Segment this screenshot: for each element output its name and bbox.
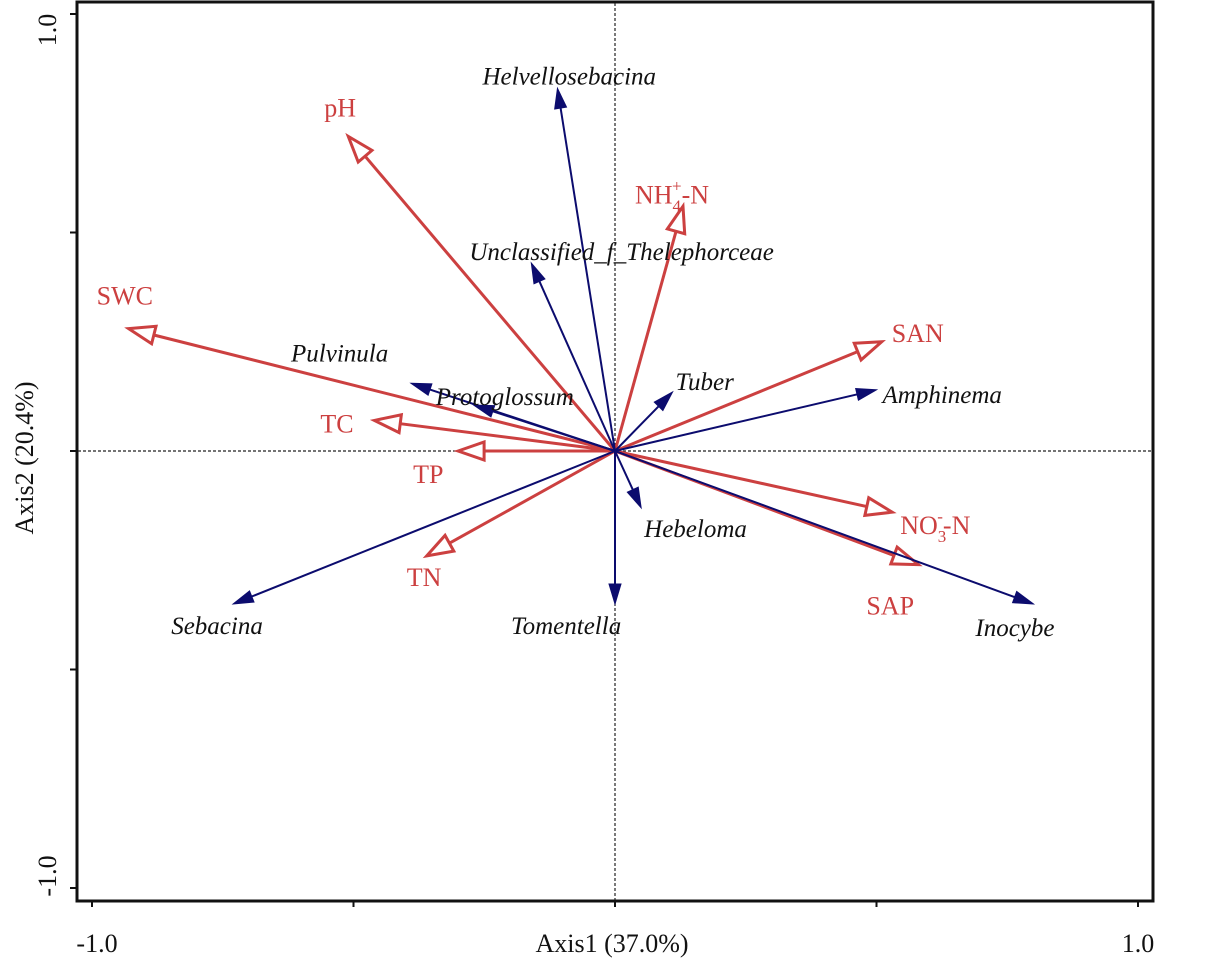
y-tick-label-max: 1.0 <box>33 14 62 47</box>
env-san-arrow-head <box>852 340 886 363</box>
environment-vectors <box>124 132 923 567</box>
species-helvellosebacina-arrow-head <box>554 86 568 110</box>
env-tp-arrow-head <box>453 439 486 463</box>
x-axis-title: Axis1 (37.0%) <box>535 929 688 958</box>
env-label-tp: TP <box>413 460 443 489</box>
env-tc-arrow-head <box>369 412 404 435</box>
species-label-sebacina: Sebacina <box>171 613 263 640</box>
species-protoglossum-arrow-head <box>472 404 496 418</box>
env-nh4-n-arrow-head <box>664 201 687 236</box>
env-nh4-n-arrow-shaft <box>613 230 678 452</box>
env-ph-arrow-shaft <box>363 155 617 452</box>
x-tick-label-max: 1.0 <box>1122 929 1155 958</box>
env-swc-arrow-head <box>124 324 158 347</box>
species-label-hebeloma: Hebeloma <box>643 516 747 543</box>
env-ph-arrow <box>345 132 617 452</box>
env-swc-arrow-shaft <box>153 333 616 453</box>
species-inocybe-arrow <box>614 450 1036 605</box>
species-label-protoglossum: Protoglossum <box>435 384 574 411</box>
species-unclassified-f-thelephorceae-arrow-head <box>530 261 546 285</box>
species-tomentella-arrow-head <box>608 583 622 606</box>
env-label-no3-n: NO3--N <box>900 507 970 546</box>
env-san-arrow-shaft <box>614 350 859 453</box>
species-helvellosebacina-arrow-shaft <box>559 105 616 452</box>
species-tuber-arrow-shaft <box>614 404 661 452</box>
species-hebeloma-arrow-shaft <box>614 450 635 492</box>
species-unclassified-f-thelephorceae-arrow <box>530 261 616 452</box>
species-hebeloma-arrow <box>614 450 642 510</box>
species-label-pulvinula: Pulvinula <box>290 340 388 367</box>
env-label-sap: SAP <box>866 592 914 621</box>
species-unclassified-f-thelephorceae-arrow-shaft <box>537 279 616 452</box>
env-swc-arrow <box>124 324 616 453</box>
env-label-san: SAN <box>892 319 944 348</box>
env-tc-arrow-shaft <box>400 422 616 453</box>
env-tn-arrow-shaft <box>448 449 616 545</box>
species-pulvinula-arrow-head <box>409 382 433 397</box>
env-san-arrow <box>614 340 886 453</box>
env-label-ph: pH <box>324 93 356 122</box>
species-label-tuber: Tuber <box>676 369 735 396</box>
env-label-swc: SWC <box>97 282 153 311</box>
species-hebeloma-arrow-head <box>626 486 642 510</box>
y-axis-ticks <box>70 13 77 889</box>
env-tp-arrow <box>453 439 615 463</box>
env-nh4-n-arrow <box>613 201 687 452</box>
species-inocybe-arrow-shaft <box>614 450 1017 599</box>
x-tick-label-min: -1.0 <box>76 929 117 958</box>
env-label-tn: TN <box>407 563 442 592</box>
species-sebacina-arrow <box>231 450 616 605</box>
env-label-tc: TC <box>320 409 353 438</box>
species-amphinema-arrow-shaft <box>614 392 860 452</box>
env-no3-n-arrow <box>614 449 897 518</box>
species-label-amphinema: Amphinema <box>881 382 1002 409</box>
x-axis-ticks <box>91 901 1139 907</box>
species-sebacina-arrow-shaft <box>249 450 616 599</box>
species-vectors <box>231 86 1036 606</box>
species-sebacina-arrow-head <box>231 590 255 605</box>
species-inocybe-arrow-head <box>1011 590 1036 605</box>
species-protoglossum-arrow <box>472 404 616 452</box>
env-label-nh4-n: NH4+-N <box>635 176 709 215</box>
y-axis-title: Axis2 (20.4%) <box>10 381 39 534</box>
species-label-helvellosebacina: Helvellosebacina <box>481 63 656 90</box>
env-no3-n-arrow-shaft <box>614 449 868 509</box>
species-tuber-arrow-head <box>653 390 674 412</box>
env-ph-arrow-head <box>345 132 375 165</box>
species-amphinema-arrow-head <box>855 387 879 401</box>
env-tn-arrow <box>422 449 616 559</box>
species-label-tomentella: Tomentella <box>511 613 621 640</box>
species-helvellosebacina-arrow <box>554 86 616 452</box>
species-label-unclassified-f-thelephorceae: Unclassified_f_Thelephorceae <box>469 239 774 266</box>
env-tn-arrow-head <box>422 532 457 559</box>
species-amphinema-arrow <box>614 387 879 452</box>
vector-labels: SWC pH NH4+-N SAN TC TP TN NO3--N SAP Helvelloseb… <box>97 63 1055 642</box>
species-tuber-arrow <box>614 390 674 452</box>
species-protoglossum-arrow-shaft <box>490 409 616 452</box>
env-no3-n-arrow-head <box>862 495 897 518</box>
species-label-inocybe: Inocybe <box>974 615 1054 642</box>
species-tomentella-arrow <box>608 451 622 606</box>
env-tc-arrow <box>369 412 616 453</box>
y-tick-label-min: -1.0 <box>33 855 62 896</box>
